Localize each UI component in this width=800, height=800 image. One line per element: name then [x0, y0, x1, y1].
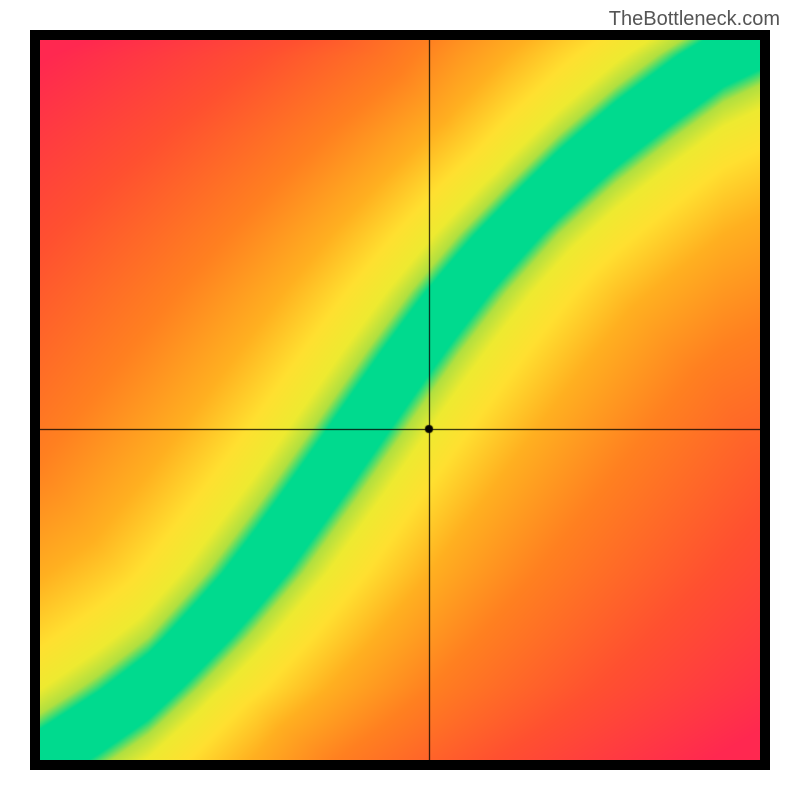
watermark-text: TheBottleneck.com — [609, 8, 780, 31]
heatmap-canvas — [40, 40, 760, 760]
chart-frame — [30, 30, 770, 770]
heatmap-plot — [40, 40, 760, 760]
